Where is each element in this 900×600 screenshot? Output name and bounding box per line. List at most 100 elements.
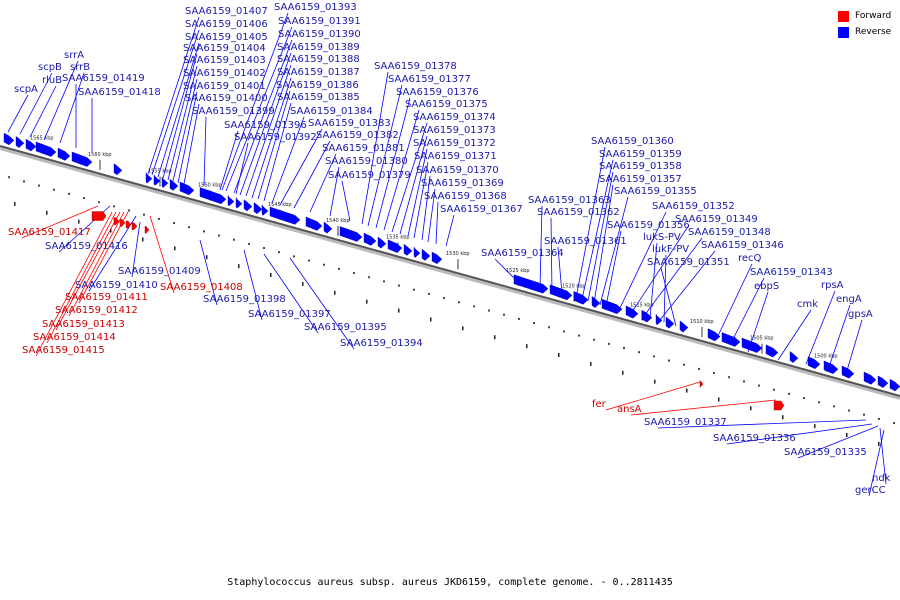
minor-tick-mark xyxy=(443,297,445,300)
reverse-gene-arrow xyxy=(323,221,333,234)
minor-tick-mark xyxy=(338,267,340,270)
label-leader-line xyxy=(19,72,53,135)
label-leader-line xyxy=(147,16,200,175)
scale-tick-label: 1560 kbp xyxy=(88,152,112,158)
reverse-gene-arrow xyxy=(665,316,675,329)
minor-tick-mark xyxy=(622,370,624,375)
label-leader-line xyxy=(777,309,812,361)
label-leader-line xyxy=(167,65,198,181)
reverse-gene-arrow xyxy=(71,151,93,167)
reverse-gene-arrow xyxy=(641,309,653,323)
gene-label: SAA6159_01410 xyxy=(75,280,158,291)
forward-gene-arrow xyxy=(131,222,138,230)
forward-gene-arrow xyxy=(125,220,132,229)
gene-label: SAA6159_01355 xyxy=(614,186,697,197)
gene-label: SAA6159_01388 xyxy=(277,54,360,65)
scale-tick-label: 1550 kbp xyxy=(198,182,222,188)
label-leader-line xyxy=(225,26,293,192)
minor-tick-mark xyxy=(863,413,865,416)
minor-tick-mark xyxy=(878,417,880,420)
minor-tick-mark xyxy=(458,301,460,304)
label-leader-line xyxy=(361,71,389,225)
genome-backbone-shadow xyxy=(0,146,900,400)
label-leader-line xyxy=(726,423,873,445)
label-leader-line xyxy=(162,53,198,179)
gene-label: SAA6159_01336 xyxy=(713,433,796,444)
reverse-gene-arrow xyxy=(431,251,443,265)
label-leader-line xyxy=(177,91,198,184)
reverse-swatch-icon xyxy=(838,26,849,38)
label-leader-line xyxy=(68,211,125,317)
reverse-gene-arrow xyxy=(591,296,601,308)
reverse-gene-arrow xyxy=(807,356,821,370)
gene-label: SAA6159_01382 xyxy=(316,130,399,141)
minor-tick-mark xyxy=(563,330,565,333)
label-leader-line xyxy=(78,211,129,304)
reverse-gene-arrow xyxy=(57,147,71,161)
reverse-gene-arrow xyxy=(169,178,179,191)
gene-label: SAA6159_01415 xyxy=(22,345,105,356)
gene-label: SAA6159_01392 xyxy=(234,132,317,143)
label-leader-line xyxy=(59,72,85,144)
reverse-gene-arrow xyxy=(261,204,269,216)
legend-label-reverse: Reverse xyxy=(855,27,892,37)
gene-label: SAA6159_01403 xyxy=(183,55,266,66)
gene-label: SAA6159_01393 xyxy=(274,2,357,13)
label-leader-line xyxy=(29,85,57,138)
minor-tick-mark xyxy=(518,317,520,320)
forward-gene-arrow xyxy=(144,226,150,234)
gene-arrows xyxy=(3,132,900,411)
minor-tick-mark xyxy=(846,433,848,437)
reverse-gene-arrow xyxy=(161,176,169,188)
label-leader-line xyxy=(199,239,218,306)
forward-gene-arrow xyxy=(699,379,704,388)
reverse-gene-arrow xyxy=(113,163,123,176)
gene-label: srrB xyxy=(70,62,90,73)
label-leader-line xyxy=(407,148,428,237)
minor-tick-mark xyxy=(686,388,688,393)
minor-tick-mark xyxy=(718,397,720,402)
scale-tick-label: 1520 kbp xyxy=(562,283,586,289)
minor-tick-mark xyxy=(174,246,176,251)
label-leader-line xyxy=(131,221,141,278)
label-leader-line xyxy=(581,159,614,300)
label-leader-line xyxy=(445,214,455,247)
reverse-gene-arrow xyxy=(679,320,689,333)
label-leader-line xyxy=(587,171,614,302)
label-leader-line xyxy=(239,52,292,196)
label-leader-line xyxy=(435,201,439,245)
minor-tick-row xyxy=(8,176,895,446)
reverse-gene-arrow xyxy=(269,206,301,225)
scale-tick-label: 1505 kbp xyxy=(750,336,774,342)
gene-label: SAA6159_01385 xyxy=(277,92,360,103)
gene-label: SAA6159_01395 xyxy=(304,322,387,333)
label-leader-line xyxy=(289,257,355,350)
reverse-gene-arrow xyxy=(421,248,431,261)
label-leader-line xyxy=(605,230,622,307)
gene-label: SAA6159_01383 xyxy=(308,118,391,129)
gene-label: SAA6159_01405 xyxy=(185,32,268,43)
gene-label: SAA6159_01408 xyxy=(160,282,243,293)
gene-label: srrA xyxy=(64,50,84,61)
minor-tick-mark xyxy=(833,405,835,408)
reverse-gene-arrow xyxy=(363,232,377,246)
reverse-gene-arrow xyxy=(549,284,573,301)
label-leader-line xyxy=(367,84,403,227)
gene-label: recQ xyxy=(738,253,762,264)
minor-tick-mark xyxy=(293,255,295,258)
label-leader-line xyxy=(557,246,563,295)
label-leader-line xyxy=(309,153,337,213)
label-leader-line xyxy=(21,205,99,239)
gene-label: lukF-PV xyxy=(652,244,689,255)
minor-tick-mark xyxy=(206,255,208,260)
label-leader-line xyxy=(235,142,249,195)
minor-tick-mark xyxy=(142,237,144,242)
minor-tick-mark xyxy=(608,342,610,345)
label-leader-line xyxy=(539,205,543,289)
label-leader-line xyxy=(663,254,667,323)
reverse-gene-arrow xyxy=(25,138,37,152)
reverse-gene-arrow xyxy=(235,196,243,209)
gene-label: SAA6159_01369 xyxy=(421,178,504,189)
label-leader-line xyxy=(263,102,292,202)
label-leader-line xyxy=(219,130,239,191)
